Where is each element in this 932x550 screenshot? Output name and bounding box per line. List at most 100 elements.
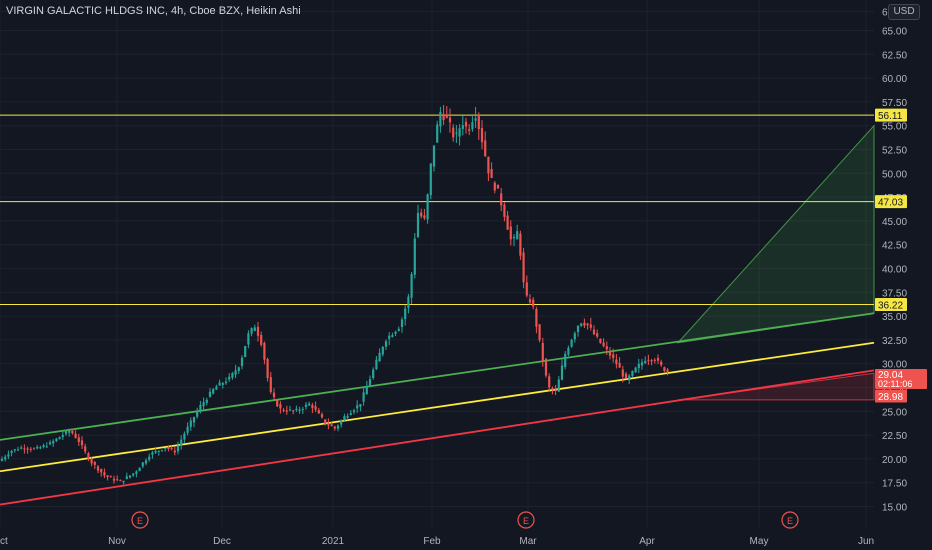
candle-body (186, 426, 189, 433)
candle-body (244, 346, 247, 357)
candle-body (538, 324, 541, 341)
x-tick-label: Dec (213, 536, 231, 547)
candle-body (426, 194, 429, 220)
candle-body (189, 420, 192, 427)
candle-body (16, 449, 20, 451)
candle-body (589, 324, 592, 328)
candle-body (0, 458, 4, 461)
candle-body (490, 168, 493, 179)
y-tick-label: 67 (882, 7, 894, 18)
y-tick-label: 32.50 (882, 336, 907, 347)
candle-body (330, 424, 333, 427)
candle-body (624, 373, 628, 379)
candle-body (647, 359, 650, 361)
candle-body (45, 446, 48, 448)
candle-body (29, 448, 32, 450)
candle-body (26, 448, 29, 450)
candle-body (247, 333, 250, 345)
y-tick-label: 35.00 (882, 312, 907, 323)
candle-body (240, 357, 244, 367)
currency-button[interactable]: USD (888, 4, 920, 20)
candle-body (74, 433, 77, 438)
candle-body (112, 478, 116, 481)
candle-body (349, 413, 352, 415)
candle-body (151, 452, 154, 455)
candle-body (234, 370, 237, 375)
candle-body (541, 342, 544, 361)
last-price-label: 29.04 (878, 370, 903, 381)
candle-body (362, 392, 365, 402)
candle-body (644, 360, 647, 364)
candle-body (535, 308, 538, 327)
level-label: 36.22 (878, 300, 903, 311)
candle-body (231, 373, 234, 378)
earnings-marker-label: E (523, 516, 529, 526)
candle-body (388, 335, 391, 339)
candle-body (400, 319, 404, 328)
candle-body (653, 359, 656, 361)
candle-body (32, 448, 36, 450)
candle-body (621, 369, 624, 377)
earnings-marker-circle (131, 511, 149, 529)
projection-zone-green (676, 124, 875, 344)
earnings-marker-circle (781, 511, 799, 529)
earnings-marker[interactable]: E (517, 511, 535, 529)
candle-body (36, 446, 39, 449)
candle-body (301, 408, 304, 410)
candle-body (288, 409, 292, 411)
earnings-marker[interactable]: E (781, 511, 799, 529)
candle-body (656, 357, 660, 361)
candle-body (528, 299, 532, 303)
candle-body (20, 447, 23, 449)
y-tick-label: 22.50 (882, 431, 907, 442)
candle-body (93, 462, 96, 465)
candle-body (10, 451, 13, 453)
candle-body (125, 476, 128, 479)
candle-body (260, 334, 263, 345)
trend-line-yellow (0, 341, 875, 473)
candle-body (525, 282, 528, 296)
candle-body (394, 331, 397, 334)
candle-body (548, 376, 551, 388)
candle-body (96, 466, 100, 471)
candle-body (100, 469, 103, 473)
candle-body (285, 410, 288, 412)
candle-body (128, 475, 132, 478)
candle-body (660, 361, 663, 366)
y-tick-label: 52.50 (882, 146, 907, 157)
earnings-marker[interactable]: E (131, 511, 149, 529)
candle-body (346, 415, 349, 418)
y-tick-label: 17.50 (882, 479, 907, 490)
candle-body (493, 182, 496, 191)
candle-body (506, 215, 509, 230)
time-axis[interactable]: Oct Nov Dec 2021 Feb Mar Apr May Jun (0, 536, 874, 547)
candle-body (576, 325, 580, 332)
candle-body (266, 358, 269, 379)
x-tick-label: 2021 (322, 536, 345, 547)
candle-body (423, 215, 426, 219)
support-label: 28.98 (878, 392, 903, 403)
candle-body (173, 450, 176, 453)
candle-body (308, 403, 311, 406)
candles (0, 105, 669, 485)
candle-body (352, 410, 356, 413)
price-axis[interactable]: 15.0017.5020.0022.5025.0027.5030.0032.50… (882, 7, 907, 513)
candle-body (592, 329, 596, 335)
earnings-marker-circle (517, 511, 535, 529)
candle-body (183, 433, 186, 440)
candle-body (71, 430, 74, 434)
candle-body (212, 389, 215, 394)
candle-body (7, 454, 10, 457)
candle-body (167, 447, 170, 449)
candle-body (384, 341, 388, 347)
candle-body (180, 439, 183, 446)
x-tick-label: Oct (0, 536, 8, 547)
candle-body (314, 406, 317, 410)
candle-body (343, 416, 346, 421)
candle-body (90, 458, 93, 464)
candle-body (519, 233, 522, 256)
candle-body (410, 274, 413, 298)
candle-body (304, 404, 308, 407)
